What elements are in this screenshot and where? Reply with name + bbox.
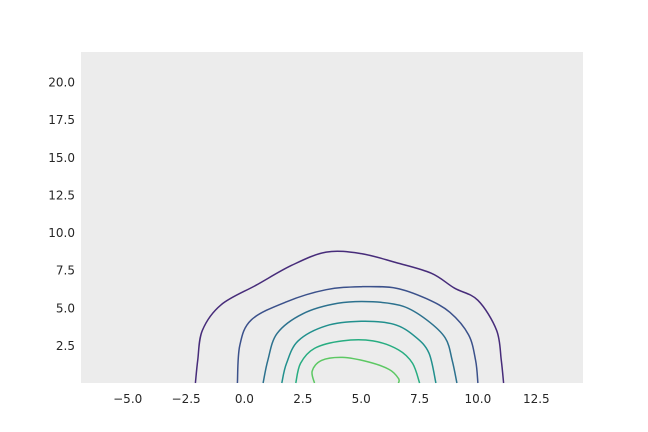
y-tick-label: 7.5 <box>56 264 75 278</box>
contour-line-3 <box>262 300 458 384</box>
contour-line-6 <box>311 356 400 384</box>
x-tick-label: 0.0 <box>235 392 254 406</box>
x-axis-ticks: −5.0 −2.5 0.0 2.5 5.0 7.5 10.0 12.5 <box>113 392 550 406</box>
y-tick-label: 15.0 <box>48 151 75 165</box>
contour-lines <box>194 250 505 384</box>
x-tick-label: −5.0 <box>113 392 142 406</box>
contour-line-1 <box>194 250 505 384</box>
plot-background <box>81 52 583 383</box>
x-tick-label: 7.5 <box>410 392 429 406</box>
x-tick-label: 5.0 <box>352 392 371 406</box>
y-tick-label: 20.0 <box>48 76 75 90</box>
y-tick-label: 10.0 <box>48 226 75 240</box>
y-tick-label: 17.5 <box>48 113 75 127</box>
contour-line-2 <box>236 285 479 384</box>
y-tick-label: 5.0 <box>56 301 75 315</box>
contour-line-5 <box>295 339 421 384</box>
x-tick-label: 2.5 <box>293 392 312 406</box>
y-tick-label: 12.5 <box>48 188 75 202</box>
x-tick-label: 12.5 <box>523 392 550 406</box>
contour-line-4 <box>281 320 437 384</box>
y-tick-label: 2.5 <box>56 339 75 353</box>
y-axis-ticks: 2.5 5.0 7.5 10.0 12.5 15.0 17.5 20.0 <box>48 76 75 353</box>
x-tick-label: 10.0 <box>465 392 492 406</box>
x-tick-label: −2.5 <box>172 392 201 406</box>
